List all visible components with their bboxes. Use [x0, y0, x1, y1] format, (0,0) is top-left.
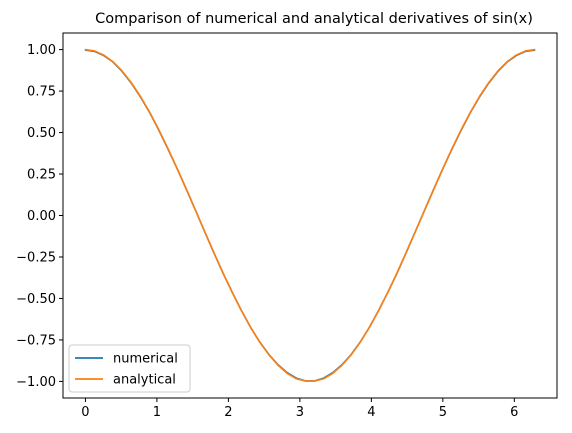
y-tick-label: −1.00 — [16, 375, 56, 390]
chart-title: Comparison of numerical and analytical d… — [95, 11, 533, 27]
x-tick-label: 6 — [510, 405, 518, 420]
y-tick-label: −0.50 — [16, 292, 56, 307]
y-tick-label: 0.25 — [27, 168, 56, 183]
x-tick-label: 2 — [224, 405, 232, 420]
x-tick-label: 1 — [153, 405, 161, 420]
legend: numerical analytical — [68, 344, 191, 393]
x-axis: 0 1 2 3 4 5 6 — [81, 398, 518, 420]
legend-label-analytical: analytical — [113, 373, 176, 388]
y-tick-label: 0.00 — [27, 209, 56, 224]
y-tick-label: −0.25 — [16, 250, 56, 265]
x-tick-label: 5 — [439, 405, 447, 420]
x-tick-label: 4 — [367, 405, 375, 420]
y-tick-label: −0.75 — [16, 333, 56, 348]
x-tick-label: 3 — [296, 405, 304, 420]
series-layer — [84, 48, 536, 382]
y-axis: 1.00 0.75 0.50 0.25 0.00 −0.25 −0.50 −0.75 −1.00 — [16, 43, 63, 390]
legend-label-numerical: numerical — [113, 352, 178, 367]
y-tick-label: 1.00 — [27, 43, 56, 58]
y-tick-label: 0.75 — [27, 85, 56, 100]
legend-box — [68, 344, 191, 393]
y-tick-label: 0.50 — [27, 126, 56, 141]
series-line-analytical — [84, 48, 536, 382]
x-tick-label: 0 — [81, 405, 89, 420]
